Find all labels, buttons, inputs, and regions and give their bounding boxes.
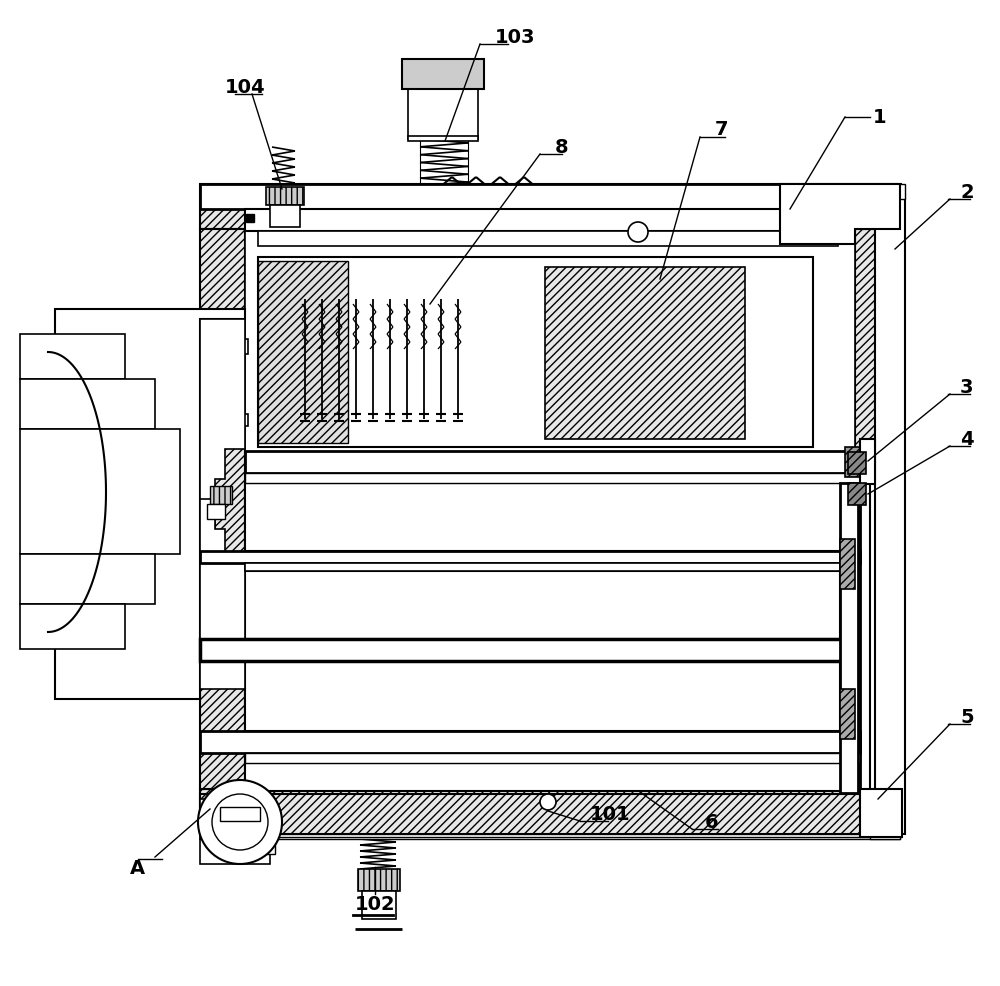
Bar (855, 230, 900, 789)
Bar (245, 753, 860, 763)
Bar (200, 414, 248, 427)
Polygon shape (200, 834, 900, 839)
Text: 102: 102 (355, 894, 396, 914)
Text: 5: 5 (960, 708, 974, 727)
Bar (245, 452, 865, 473)
Bar (358, 869, 400, 891)
Bar (200, 551, 860, 563)
Bar (362, 891, 396, 919)
Bar (245, 563, 860, 572)
Text: 104: 104 (225, 79, 266, 98)
Bar (860, 440, 875, 484)
Bar (246, 215, 254, 223)
Bar (875, 195, 905, 834)
Bar (245, 230, 855, 789)
Bar (545, 268, 745, 440)
Polygon shape (20, 380, 155, 430)
Bar (207, 505, 225, 520)
Text: 1: 1 (873, 108, 887, 127)
Bar (840, 539, 855, 590)
Bar (200, 184, 900, 210)
Bar (408, 90, 478, 140)
Bar (245, 763, 845, 791)
Polygon shape (200, 500, 245, 689)
Bar (875, 184, 905, 200)
Bar (870, 440, 890, 829)
Bar (200, 839, 270, 864)
Bar (266, 187, 304, 206)
Bar (840, 483, 858, 793)
Polygon shape (200, 319, 245, 529)
Bar (200, 639, 855, 662)
Bar (245, 662, 840, 732)
Circle shape (540, 794, 556, 810)
Text: 3: 3 (960, 378, 974, 397)
Bar (220, 808, 260, 821)
Text: 101: 101 (590, 805, 631, 823)
Bar (200, 794, 900, 834)
Bar (255, 839, 275, 854)
Text: A: A (130, 859, 145, 878)
Bar (200, 184, 900, 834)
Bar (200, 789, 900, 834)
Bar (860, 789, 902, 837)
Bar (845, 448, 875, 477)
Text: 2: 2 (960, 183, 974, 202)
Bar (848, 453, 866, 474)
Bar (210, 486, 232, 505)
Text: 7: 7 (715, 120, 728, 139)
Bar (200, 375, 235, 387)
Bar (245, 483, 860, 551)
Polygon shape (20, 604, 125, 650)
Bar (200, 800, 255, 839)
Bar (200, 834, 900, 839)
Circle shape (628, 223, 648, 243)
Circle shape (198, 780, 282, 864)
Bar (258, 232, 838, 246)
Polygon shape (20, 430, 180, 554)
Text: 103: 103 (495, 29, 536, 47)
Bar (848, 483, 866, 506)
Bar (840, 689, 855, 740)
Bar (200, 732, 860, 753)
Bar (258, 257, 813, 448)
Circle shape (212, 794, 268, 850)
Bar (245, 210, 855, 232)
Polygon shape (20, 334, 125, 380)
Bar (258, 261, 348, 444)
Text: 8: 8 (555, 138, 569, 158)
Bar (245, 572, 840, 639)
Bar (245, 473, 865, 483)
Bar (200, 184, 900, 230)
Bar (200, 230, 245, 789)
Text: 4: 4 (960, 430, 974, 449)
Text: 6: 6 (705, 812, 719, 831)
Polygon shape (780, 184, 900, 245)
Bar (402, 60, 484, 90)
Polygon shape (20, 554, 155, 604)
Bar (860, 448, 890, 817)
Bar (270, 206, 300, 228)
Polygon shape (55, 310, 245, 699)
Bar (408, 137, 478, 142)
Bar (200, 339, 248, 355)
